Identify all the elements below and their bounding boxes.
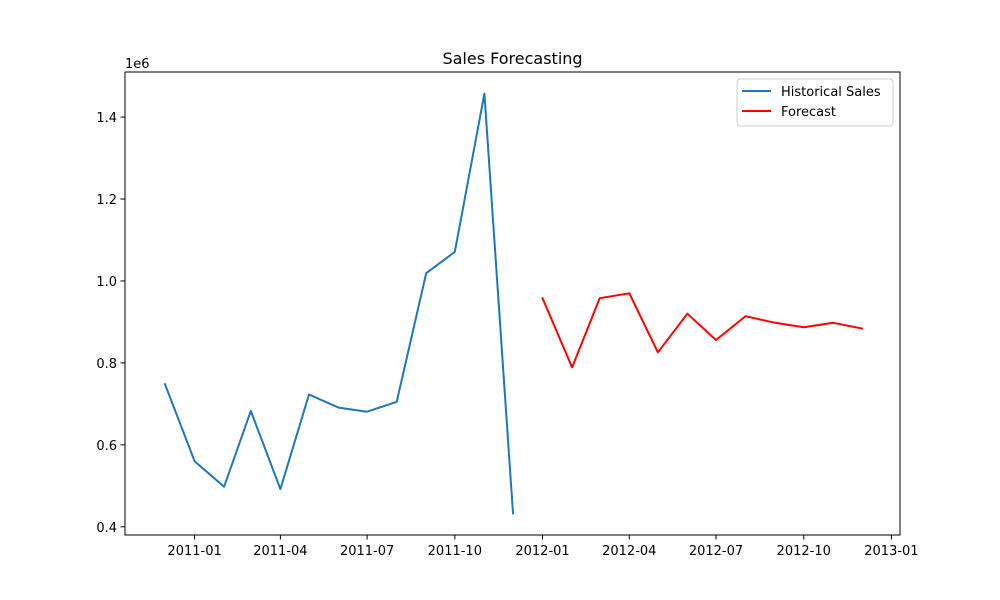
x-tick-label: 2012-10 <box>777 544 831 559</box>
legend: Historical Sales Forecast <box>736 78 894 127</box>
x-tick-label: 2012-04 <box>602 544 656 559</box>
y-tick-label: 1.0 <box>96 275 117 290</box>
x-tick-label: 2011-10 <box>428 544 482 559</box>
y-tick-label: 1.4 <box>96 111 117 126</box>
y-tick-label: 0.6 <box>96 439 117 454</box>
legend-box <box>736 78 894 127</box>
y-tick-label: 0.4 <box>96 521 117 536</box>
y-tick-label: 1.2 <box>96 193 117 208</box>
x-tick-label: 2011-01 <box>167 544 221 559</box>
x-tick-label: 2013-01 <box>864 544 918 559</box>
historical-sales-line <box>163 92 515 515</box>
chart-title: Sales Forecasting <box>442 49 582 68</box>
x-tick-label: 2011-07 <box>340 544 394 559</box>
x-tick-label: 2012-07 <box>689 544 743 559</box>
forecast-line <box>541 292 864 369</box>
x-tick-label: 2011-04 <box>253 544 307 559</box>
x-tick-label: 2012-01 <box>515 544 569 559</box>
legend-label-forecast: Forecast <box>781 105 836 120</box>
y-offset-label: 1e6 <box>125 57 150 72</box>
plot-frame <box>124 71 901 536</box>
legend-label-historical: Historical Sales <box>781 85 881 100</box>
series-layer <box>163 92 864 515</box>
y-axis: 0.4 0.6 0.8 1.0 1.2 1.4 <box>96 111 125 536</box>
x-axis: 2011-01 2011-04 2011-07 2011-10 2012-01 2012-… <box>167 535 919 559</box>
y-tick-label: 0.8 <box>96 357 117 372</box>
